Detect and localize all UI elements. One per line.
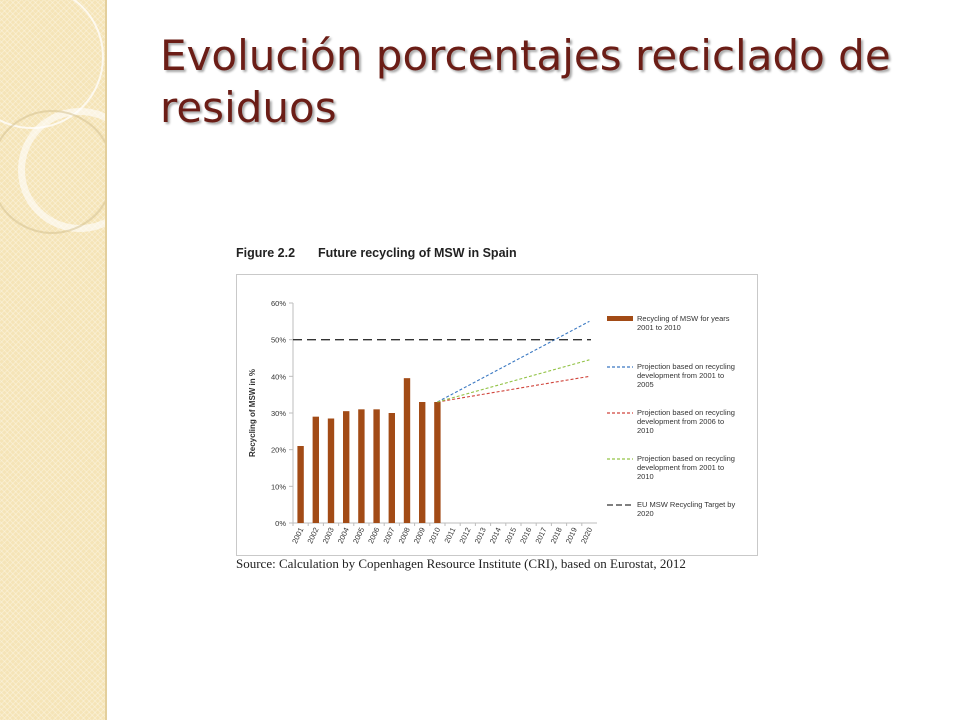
y-axis-label: Recycling of MSW in % [248, 369, 257, 457]
projection-2006-2010-line [437, 375, 590, 403]
x-tick-label: 2014 [488, 526, 503, 545]
legend-label-line: 2005 [637, 380, 654, 389]
x-tick-label: 2011 [442, 526, 457, 544]
recycling-chart: 0% 10% 20% 30% 40% 50% 60% Recycling of MSW in … [248, 299, 735, 545]
chart-area: 0% 10% 20% 30% 40% 50% 60% Recycling of MSW in … [236, 274, 758, 556]
bar-2007 [388, 413, 395, 523]
x-tick-label: 2008 [397, 526, 412, 545]
legend-label-eu-target-line: EU MSW Recycling Target by 2020 [637, 500, 735, 518]
legend-label-bars: Recycling of MSW for years 2001 to 2010 [637, 314, 730, 332]
y-tick-label: 20% [271, 446, 286, 455]
bar-2008 [403, 378, 411, 523]
bar-2004 [343, 411, 350, 523]
x-tick-label: 2001 [290, 526, 305, 545]
y-tick-label: 10% [271, 482, 286, 491]
figure: Figure 2.2 Future recycling of MSW in Sp… [232, 240, 758, 580]
legend-label-line: 2010 [637, 426, 654, 435]
x-tick-label: 2017 [533, 526, 548, 545]
x-tick-label: 2018 [549, 526, 564, 545]
legend-label-line: 2001 to 2010 [637, 323, 681, 332]
x-tick-label: 2003 [321, 526, 336, 545]
x-tick-label: 2007 [381, 526, 396, 545]
legend-label-line: development from 2006 to [637, 417, 724, 426]
x-tick-label: 2019 [564, 526, 579, 545]
legend-label-line: development from 2001 to [637, 371, 724, 380]
y-tick-label: 50% [271, 336, 286, 345]
x-tick-label: 2012 [457, 526, 472, 545]
x-tick-label: 2005 [351, 526, 366, 545]
figure-heading: Figure 2.2 Future recycling of MSW in Sp… [236, 246, 517, 260]
legend-label-line: development from 2001 to [637, 463, 724, 472]
bar-2006 [373, 409, 380, 523]
legend-label-line: Projection based on recycling [637, 454, 735, 463]
bar-2001 [297, 446, 304, 523]
y-tick-label: 40% [271, 372, 286, 381]
bar-2003 [327, 418, 335, 523]
x-tick-label: 2006 [366, 526, 381, 545]
legend-swatch-bars [607, 316, 633, 321]
slide-title: Evolución porcentajes reciclado de resid… [160, 31, 891, 132]
decorative-side-band [0, 0, 107, 720]
legend-label-projection-2001-2005-line: Projection based on recycling development… [637, 362, 735, 389]
x-tick-label: 2020 [579, 526, 594, 545]
legend-label-line: Projection based on recycling [637, 408, 735, 417]
x-tick-label: 2009 [412, 526, 427, 545]
x-tick-label: 2015 [503, 526, 518, 545]
bar-2002 [312, 416, 319, 523]
legend-label-line: Recycling of MSW for years [637, 314, 730, 323]
projection-2001-2005-line [437, 320, 590, 403]
legend-label-line: 2020 [637, 509, 654, 518]
x-tick-label: 2013 [473, 526, 488, 545]
figure-source: Source: Calculation by Copenhagen Resour… [236, 556, 686, 571]
figure-title: Future recycling of MSW in Spain [318, 246, 517, 260]
legend-label-line: Projection based on recycling [637, 362, 735, 371]
figure-number: Figure 2.2 [236, 246, 296, 260]
legend-label-line: EU MSW Recycling Target by [637, 500, 735, 509]
bar-2010 [434, 402, 441, 523]
bar-2009 [419, 402, 426, 523]
x-tick-label: 2002 [305, 526, 320, 545]
legend-label-projection-2006-2010-line: Projection based on recycling development… [637, 408, 735, 435]
x-tick-label: 2016 [518, 526, 533, 545]
y-tick-label: 30% [271, 409, 286, 418]
projection-2001-2010-line [437, 359, 590, 403]
y-tick-label: 0% [275, 519, 286, 528]
legend-label-line: 2010 [637, 472, 654, 481]
x-tick-label: 2004 [336, 526, 351, 545]
bar-2005 [358, 409, 365, 523]
x-tick-label: 2010 [427, 526, 442, 545]
legend-label-projection-2001-2010-line: Projection based on recycling development… [637, 454, 735, 481]
y-tick-label: 60% [271, 299, 286, 308]
decorative-ring-lower [0, 110, 105, 234]
